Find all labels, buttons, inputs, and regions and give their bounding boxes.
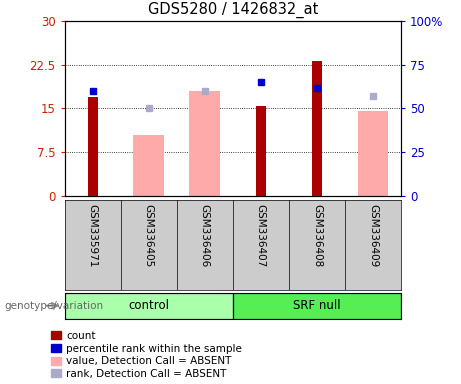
Bar <box>189 91 220 196</box>
Bar <box>312 61 322 196</box>
Text: GSM336407: GSM336407 <box>256 204 266 267</box>
Text: GSM336406: GSM336406 <box>200 204 210 267</box>
Text: GSM336405: GSM336405 <box>144 204 154 267</box>
Bar <box>256 106 266 196</box>
Text: GSM336408: GSM336408 <box>312 204 322 267</box>
Bar <box>88 97 98 196</box>
Bar <box>358 111 389 196</box>
Title: GDS5280 / 1426832_at: GDS5280 / 1426832_at <box>148 2 318 18</box>
Text: GSM336409: GSM336409 <box>368 204 378 267</box>
Text: genotype/variation: genotype/variation <box>5 301 104 311</box>
Text: SRF null: SRF null <box>293 299 341 312</box>
FancyBboxPatch shape <box>65 293 233 319</box>
Bar <box>133 135 164 196</box>
FancyBboxPatch shape <box>233 293 401 319</box>
Text: GSM335971: GSM335971 <box>88 204 98 268</box>
Text: control: control <box>128 299 169 312</box>
Legend: count, percentile rank within the sample, value, Detection Call = ABSENT, rank, : count, percentile rank within the sample… <box>51 331 242 379</box>
